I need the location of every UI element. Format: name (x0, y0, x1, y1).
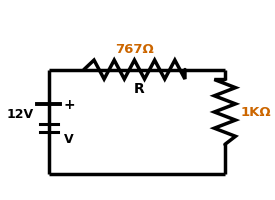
Text: 1KΩ: 1KΩ (240, 106, 271, 119)
Text: 767Ω: 767Ω (115, 43, 154, 56)
Text: V: V (64, 132, 73, 145)
Text: +: + (64, 98, 76, 112)
Text: R: R (134, 81, 144, 95)
Text: 12V: 12V (6, 107, 33, 120)
